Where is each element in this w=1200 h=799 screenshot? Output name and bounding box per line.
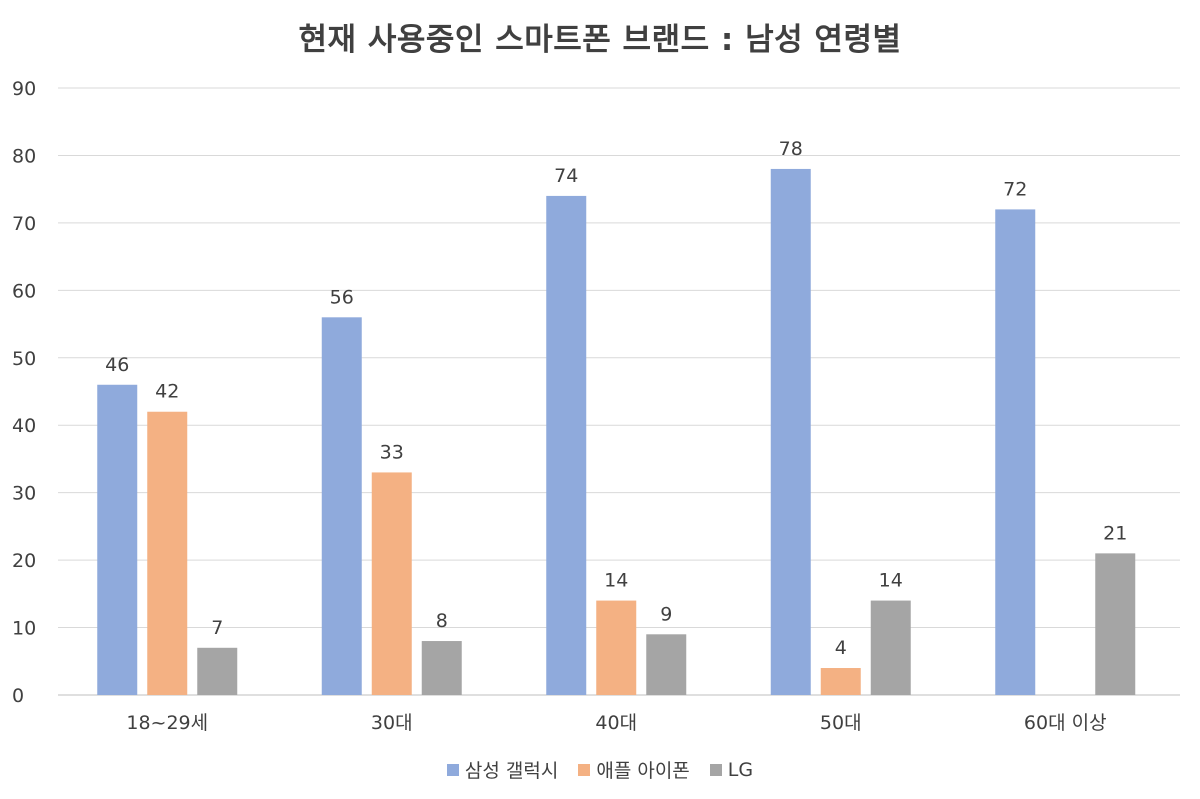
chart-title: 현재 사용중인 스마트폰 브랜드 : 남성 연령별 (298, 22, 902, 58)
y-tick-label: 60 (12, 280, 36, 302)
bar (770, 168, 811, 695)
data-label: 21 (1103, 522, 1127, 544)
y-tick-label: 70 (12, 213, 36, 235)
data-label: 9 (660, 603, 672, 625)
legend-swatch-lg (709, 763, 722, 776)
data-label: 33 (380, 441, 404, 463)
legend-label-lg: LG (727, 758, 754, 781)
bar (321, 317, 362, 695)
bar (147, 411, 188, 695)
data-label: 74 (554, 165, 578, 187)
legend-label-samsung: 삼성 갤럭시 (464, 760, 559, 782)
data-label: 14 (879, 570, 903, 592)
x-tick-label: 50대 (820, 712, 862, 734)
legend-item-lg: LG (709, 758, 754, 781)
y-tick-label: 80 (12, 145, 36, 167)
bar (1095, 553, 1136, 695)
y-tick-label: 90 (12, 78, 36, 100)
bar (646, 634, 687, 695)
x-tick-label: 18~29세 (126, 712, 208, 734)
y-tick-label: 50 (12, 348, 36, 370)
data-label: 8 (436, 610, 448, 632)
bar (995, 209, 1036, 695)
y-tick-label: 10 (12, 618, 36, 640)
legend: 삼성 갤럭시 애플 아이폰 LG (0, 756, 1200, 783)
bar (97, 384, 138, 695)
bar (820, 668, 861, 695)
bar (421, 641, 462, 695)
data-label: 56 (330, 286, 354, 308)
legend-item-samsung: 삼성 갤럭시 (446, 756, 559, 783)
y-tick-label: 0 (12, 685, 24, 707)
x-tick-label: 60대 이상 (1024, 712, 1107, 734)
x-tick-label: 30대 (371, 712, 413, 734)
x-tick-label: 40대 (595, 712, 637, 734)
data-label: 7 (211, 617, 223, 639)
data-label: 72 (1003, 178, 1027, 200)
data-label: 78 (779, 138, 803, 160)
bar (371, 472, 412, 695)
legend-swatch-samsung (446, 763, 459, 776)
bar (197, 647, 238, 695)
bar (870, 600, 911, 695)
y-tick-label: 20 (12, 550, 36, 572)
bar (596, 600, 637, 695)
legend-label-apple: 애플 아이폰 (596, 760, 690, 782)
y-tick-label: 40 (12, 415, 36, 437)
legend-swatch-apple (578, 763, 591, 776)
legend-item-apple: 애플 아이폰 (578, 756, 690, 783)
data-label: 4 (835, 637, 847, 659)
data-label: 46 (105, 354, 129, 376)
data-label: 42 (155, 381, 179, 403)
data-label: 14 (604, 570, 628, 592)
bar (546, 195, 587, 695)
y-tick-label: 30 (12, 483, 36, 505)
